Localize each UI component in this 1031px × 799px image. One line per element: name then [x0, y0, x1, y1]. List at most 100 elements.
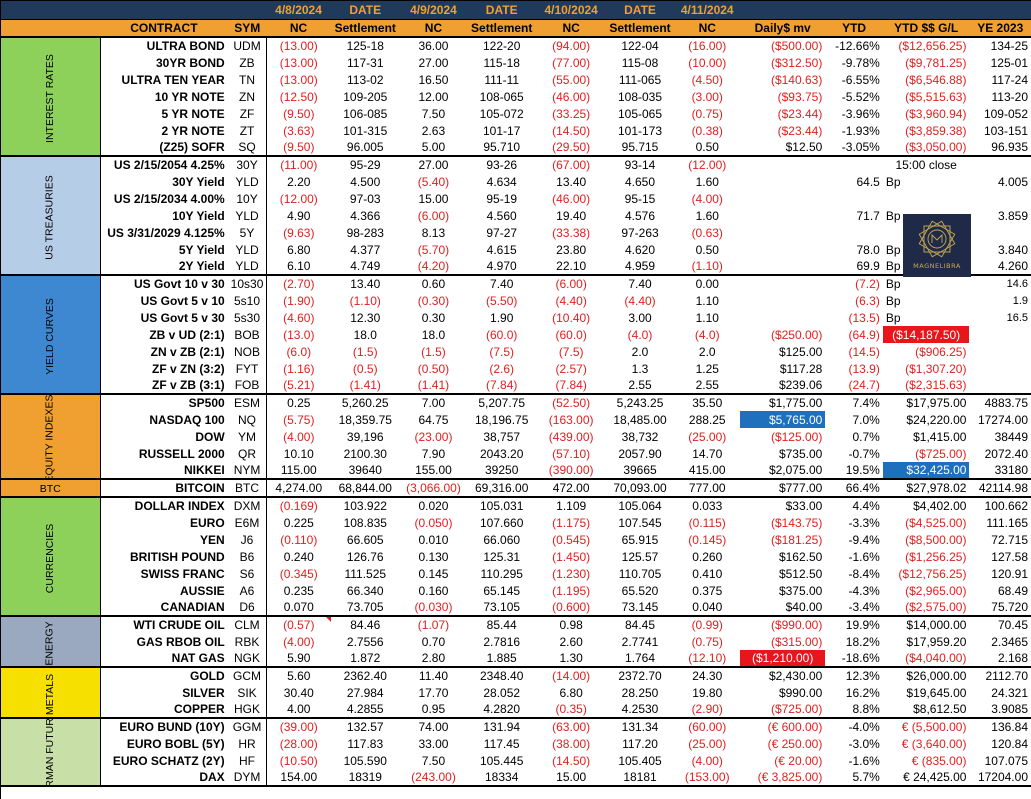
nc-4-10-cell: (46.00) [552, 191, 591, 206]
symbol-cell: S6 [227, 565, 268, 582]
settle-4-8-cell: 2.7556 [346, 634, 384, 649]
nc-4-10-cell: (6.00) [555, 277, 587, 291]
nc-4-10-cell: (46.00) [552, 89, 591, 104]
nc-4-8-cell: 0.25 [287, 396, 311, 410]
table-row: GAS RBOB OIL RBK (4.00) 2.7556 0.70 2.7816 2.6… [1, 633, 1031, 650]
table-row: US Govt 5 v 10 5s10 (1.90) (1.10) (0.30) (5.5… [1, 292, 1031, 309]
ytd-pct-cell: -12.66% [835, 39, 880, 53]
nc-4-9-cell: 74.00 [418, 720, 449, 734]
ytd-bp-cell: (13.5) [848, 310, 880, 325]
category-cell: ENERGY [1, 616, 101, 668]
daily-mv-cell: $162.50 [778, 549, 823, 564]
ytd-pct-cell: -9.78% [841, 55, 880, 70]
contract-name-cell: WTI CRUDE OIL [133, 618, 225, 632]
contract-name-cell: 10 YR NOTE [154, 89, 225, 104]
nc-4-8-cell: (12.00) [279, 191, 318, 206]
settle-4-8-cell: 132.57 [346, 720, 384, 734]
ye-2023-cell [969, 360, 1031, 377]
nc-4-11-cell: 0.50 [695, 242, 719, 257]
daily-mv-cell [740, 309, 825, 326]
contract-name-cell: 10Y Yield [172, 208, 225, 223]
nc-4-11-cell: (12.00) [688, 158, 727, 172]
nc-4-8-cell: (0.169) [279, 499, 318, 513]
settle-4-9-cell: 28.052 [483, 685, 521, 700]
ytd-pct-cell [825, 156, 883, 173]
ye-2023-cell: 2072.40 [984, 446, 1028, 461]
settle-4-9-cell: 38,757 [483, 429, 521, 444]
contract-name-cell: ULTRA BOND [146, 39, 225, 53]
contract-name-cell: ZB v UD (2:1) [149, 327, 225, 342]
settle-4-9-cell: 122-20 [483, 39, 521, 53]
nc-4-8-cell: (10.50) [279, 753, 318, 768]
ytd-gl-cell: ($906.25) [915, 344, 967, 359]
nc-4-10-cell: 2.60 [559, 634, 583, 649]
settle-4-8-cell: 125-18 [346, 39, 384, 53]
table-row: 30Y Yield YLD 2.20 4.500 (5.40) 4.634 13.40 4.6… [1, 173, 1031, 190]
daily-mv-cell: (€ 250.00) [767, 736, 823, 751]
symbol-cell: 5s30 [227, 309, 268, 326]
contract-name-cell: GOLD [190, 669, 225, 683]
ytd-gl-cell: $26,000.00 [906, 669, 967, 683]
contract-name-cell: 2Y Yield [100, 258, 228, 276]
ytd-gl-cell: $24,220.00 [906, 412, 967, 427]
nc-4-8-cell: (9.63) [283, 225, 315, 240]
settle-4-10-cell: 84.45 [625, 618, 656, 632]
bp-unit-cell: Bp [885, 242, 901, 257]
ye-2023-cell: 111.165 [986, 515, 1028, 530]
daily-mv-cell: $2,075.00 [740, 462, 826, 480]
symbol-cell: BTC [227, 479, 268, 498]
nc-4-11-cell: (1.10) [674, 258, 740, 276]
column-header-12: YE 2023 [969, 19, 1031, 38]
symbol-cell: GCM [227, 667, 268, 684]
daily-mv-cell: (€ 3,825.00) [740, 769, 826, 787]
table-row: US 2/15/2034 4.00% 10Y (12.00) 97-03 15.00 95… [1, 190, 1031, 207]
settle-4-9-cell: 1.885 [466, 650, 537, 668]
contract-name-cell: DAX [100, 769, 228, 787]
symbol-cell: NQ [227, 411, 268, 428]
settle-4-8-cell: 106-085 [343, 106, 388, 121]
settle-4-9-cell: 4.2820 [466, 701, 537, 719]
nc-4-9-cell: (0.050) [414, 515, 453, 530]
contract-name-cell: US 3/31/2029 4.125% [107, 225, 225, 240]
nc-4-9-cell: 7.50 [421, 106, 446, 121]
nc-4-10-cell: (63.00) [552, 720, 591, 734]
settle-4-9-cell: 2043.20 [480, 446, 524, 461]
nc-4-10-cell: (94.00) [552, 39, 591, 53]
nc-4-10-cell: 15.00 [536, 769, 606, 787]
ye-2023-cell: 75.720 [969, 599, 1031, 617]
symbol-cell: HF [227, 752, 268, 769]
nc-4-11-cell: 415.00 [674, 462, 740, 480]
symbol-cell: TN [227, 71, 268, 88]
contract-name-cell: RUSSELL 2000 [138, 446, 225, 461]
settle-4-9-cell: 65.145 [483, 583, 521, 598]
settle-4-8-cell: 109-205 [343, 89, 388, 104]
daily-mv-cell: ($500.00) [770, 39, 823, 53]
category-label: METALS [43, 673, 56, 715]
date-header-cell: DATE [330, 1, 401, 20]
nc-4-9-cell: 16.50 [418, 72, 449, 87]
category-label: CURRENCIES [43, 523, 56, 593]
symbol-cell: E6M [227, 514, 268, 531]
daily-mv-cell: ($23.44) [777, 106, 823, 121]
nc-4-8-cell: 115.00 [266, 462, 331, 480]
nc-4-11-cell: 14.70 [692, 446, 723, 461]
settle-4-9-cell: 95.710 [466, 139, 537, 157]
ytd-gl-cell: ($4,040.00) [882, 650, 970, 668]
ytd-pct-cell: -3.05% [825, 139, 883, 157]
ytd-gl-cell: ($14,187.50) [882, 326, 970, 343]
contract-name-cell: ZF v ZB (3:1) [100, 377, 228, 395]
date-header-cell: DATE [605, 1, 675, 20]
symbol-cell: UDM [227, 37, 268, 54]
settle-4-9-cell: 111-11 [484, 72, 520, 87]
table-row: CANADIAN D6 0.070 73.705 (0.030) 73.105 (0.600… [1, 599, 1031, 617]
settle-4-9-cell: 105.031 [480, 499, 524, 513]
nc-4-10-cell: 19.40 [556, 208, 587, 223]
symbol-cell: YLD [227, 173, 268, 190]
column-header-6: NC [536, 19, 606, 38]
contract-name-cell: US Govt 10 v 30 [133, 277, 225, 291]
column-header-8: NC [674, 19, 740, 38]
daily-mv-cell [740, 258, 826, 276]
symbol-cell: D6 [227, 599, 268, 617]
daily-mv-cell: $990.00 [778, 685, 823, 700]
ye-2023-cell [969, 377, 1031, 395]
